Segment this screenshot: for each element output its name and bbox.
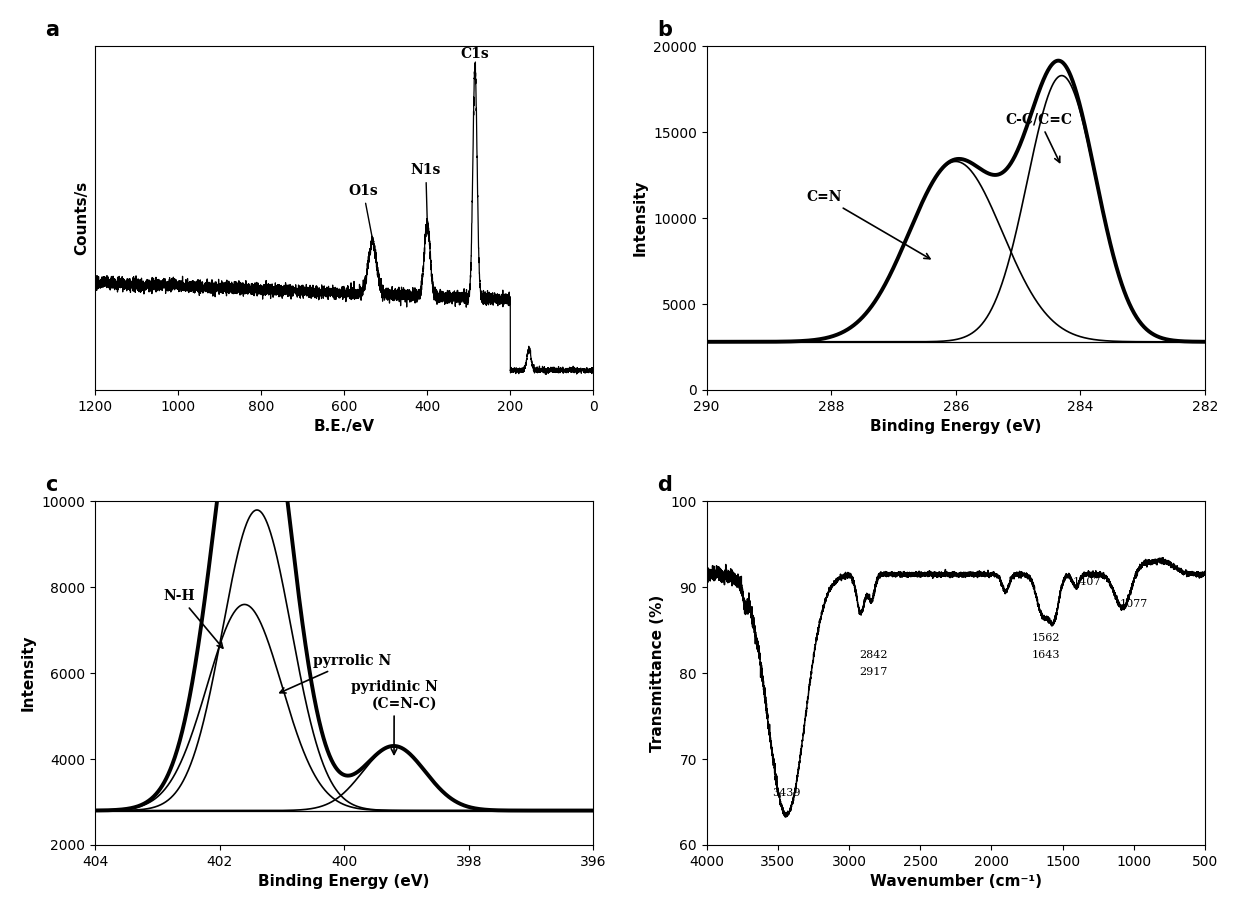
Text: d: d bbox=[657, 475, 672, 495]
Text: 1562: 1562 bbox=[1031, 633, 1059, 643]
Text: C1s: C1s bbox=[461, 47, 489, 66]
Text: pyrrolic N: pyrrolic N bbox=[280, 653, 392, 693]
Text: b: b bbox=[657, 20, 672, 40]
Y-axis label: Transmittance (%): Transmittance (%) bbox=[650, 594, 665, 752]
Text: 1407: 1407 bbox=[1073, 577, 1101, 587]
Text: 1643: 1643 bbox=[1031, 651, 1059, 661]
Text: a: a bbox=[45, 20, 59, 40]
Text: c: c bbox=[45, 475, 57, 495]
Text: N1s: N1s bbox=[410, 163, 441, 217]
Y-axis label: Intensity: Intensity bbox=[632, 180, 648, 257]
Text: C=N: C=N bbox=[807, 190, 930, 258]
Text: N-H: N-H bbox=[164, 589, 223, 648]
Text: pyridinic N
(C=N-C): pyridinic N (C=N-C) bbox=[351, 681, 437, 754]
Text: 2842: 2842 bbox=[859, 651, 887, 661]
Y-axis label: Counts/s: Counts/s bbox=[74, 181, 89, 256]
Text: 3439: 3439 bbox=[772, 788, 800, 798]
X-axis label: B.E./eV: B.E./eV bbox=[313, 420, 374, 434]
Text: C-C/C=C: C-C/C=C bbox=[1006, 113, 1073, 162]
Text: 2917: 2917 bbox=[859, 667, 887, 677]
X-axis label: Binding Energy (eV): Binding Energy (eV) bbox=[259, 875, 430, 889]
X-axis label: Binding Energy (eV): Binding Energy (eV) bbox=[870, 420, 1042, 434]
X-axis label: Wavenumber (cm⁻¹): Wavenumber (cm⁻¹) bbox=[870, 875, 1042, 889]
Text: 1077: 1077 bbox=[1120, 599, 1147, 609]
Text: O1s: O1s bbox=[348, 184, 378, 236]
Y-axis label: Intensity: Intensity bbox=[21, 635, 36, 712]
